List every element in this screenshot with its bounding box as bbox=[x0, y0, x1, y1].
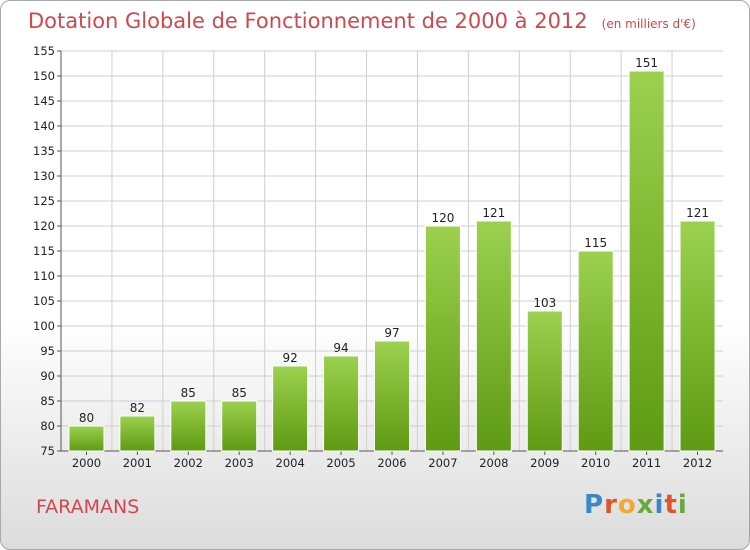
data-label: 92 bbox=[283, 351, 298, 365]
y-tick-label: 115 bbox=[33, 244, 55, 258]
y-tick-label: 105 bbox=[33, 294, 55, 308]
x-tick-label: 2009 bbox=[530, 456, 559, 470]
y-tick-label: 110 bbox=[33, 269, 55, 283]
y-tick-label: 125 bbox=[33, 194, 55, 208]
data-label: 121 bbox=[686, 206, 709, 220]
place-name: FARAMANS bbox=[36, 496, 140, 518]
x-tick-label: 2001 bbox=[123, 456, 152, 470]
bar bbox=[374, 340, 410, 452]
data-label: 94 bbox=[333, 341, 348, 355]
x-tick-label: 2008 bbox=[479, 456, 508, 470]
x-tick-label: 2012 bbox=[683, 456, 712, 470]
x-tick-label: 2005 bbox=[326, 456, 355, 470]
x-tick-label: 2003 bbox=[225, 456, 254, 470]
bar bbox=[119, 415, 156, 452]
y-tick-label: 85 bbox=[40, 394, 55, 408]
data-label: 80 bbox=[79, 411, 94, 425]
unit-subtitle: (en milliers d'€) bbox=[601, 17, 696, 31]
y-tick-label: 150 bbox=[33, 69, 55, 83]
y-tick-label: 75 bbox=[40, 444, 55, 458]
proxiti-logo[interactable]: Proxiti bbox=[584, 490, 688, 520]
data-label: 82 bbox=[130, 401, 145, 415]
y-tick-label: 100 bbox=[33, 319, 55, 333]
logo-letter: P bbox=[584, 490, 605, 520]
logo-letter: i bbox=[654, 490, 665, 520]
logo-letter: t bbox=[664, 490, 678, 520]
y-tick-label: 90 bbox=[40, 369, 55, 383]
bar bbox=[272, 365, 309, 452]
y-tick-label: 95 bbox=[40, 344, 55, 358]
y-tick-label: 120 bbox=[33, 219, 55, 233]
data-label: 103 bbox=[533, 296, 556, 310]
labels: 80 2000 82 2001 85 2002 85 2003 92 2004 94 2005 97 20… bbox=[72, 56, 712, 470]
x-tick-label: 2007 bbox=[428, 456, 457, 470]
logo-letter: o bbox=[617, 490, 637, 520]
bar bbox=[679, 220, 716, 452]
bar bbox=[68, 425, 105, 452]
x-tick-label: 2006 bbox=[377, 456, 406, 470]
logo-letter: r bbox=[604, 490, 618, 520]
bar bbox=[170, 400, 207, 452]
y-tick-label: 155 bbox=[33, 44, 55, 58]
bar bbox=[577, 250, 614, 452]
data-label: 85 bbox=[232, 386, 247, 400]
bar bbox=[475, 220, 512, 452]
data-label: 120 bbox=[431, 211, 454, 225]
y-tick-label: 80 bbox=[40, 419, 55, 433]
logo-letter: i bbox=[677, 490, 688, 520]
bars bbox=[68, 70, 716, 452]
logo-letter: x bbox=[636, 490, 655, 520]
y-tick-label: 140 bbox=[33, 119, 55, 133]
bar bbox=[526, 310, 563, 452]
chart-title: Dotation Globale de Fonctionnement de 20… bbox=[28, 9, 696, 33]
y-tick-label: 145 bbox=[33, 94, 55, 108]
x-tick-label: 2002 bbox=[174, 456, 203, 470]
bar bbox=[424, 225, 461, 452]
data-label: 85 bbox=[181, 386, 196, 400]
y-tick-label: 135 bbox=[33, 144, 55, 158]
x-tick-label: 2011 bbox=[632, 456, 661, 470]
title-text: Dotation Globale de Fonctionnement de 20… bbox=[28, 9, 588, 33]
data-label: 115 bbox=[584, 236, 607, 250]
bar bbox=[628, 70, 665, 452]
x-tick-label: 2004 bbox=[276, 456, 305, 470]
data-label: 97 bbox=[384, 326, 399, 340]
y-tick-label: 130 bbox=[33, 169, 55, 183]
x-tick-label: 2010 bbox=[581, 456, 610, 470]
bar bbox=[221, 400, 258, 452]
x-tick-label: 2000 bbox=[72, 456, 101, 470]
bar bbox=[323, 355, 360, 452]
data-label: 121 bbox=[482, 206, 505, 220]
data-label: 151 bbox=[635, 56, 658, 70]
